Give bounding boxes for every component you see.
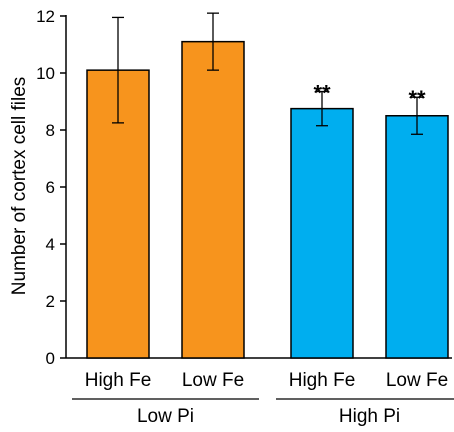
bar <box>181 40 245 359</box>
y-axis-title: Number of cortex cell files <box>9 77 30 296</box>
significance-label: ** <box>313 81 331 106</box>
group-label: Low Pi <box>137 406 194 427</box>
y-tick-label: 2 <box>46 292 55 311</box>
y-tick-label: 8 <box>46 121 55 140</box>
significance-label: ** <box>408 86 426 111</box>
y-tick-label: 12 <box>36 7 55 26</box>
x-category-label: High Fe <box>289 370 356 391</box>
y-tick-label: 10 <box>36 64 55 83</box>
x-category-label: High Fe <box>85 370 152 391</box>
y-tick-label: 0 <box>46 349 55 368</box>
group-label: High Pi <box>339 406 400 427</box>
x-category-label: Low Fe <box>386 370 448 391</box>
x-category-label: Low Fe <box>182 370 244 391</box>
y-tick-label: 6 <box>46 178 55 197</box>
bar <box>385 115 449 359</box>
plot-area: 0 2 4 6 8 10 12 High Fe Low Fe ** High Fe ** Low Fe L… <box>36 7 454 427</box>
y-tick-label: 4 <box>46 235 55 254</box>
bar <box>290 107 354 359</box>
